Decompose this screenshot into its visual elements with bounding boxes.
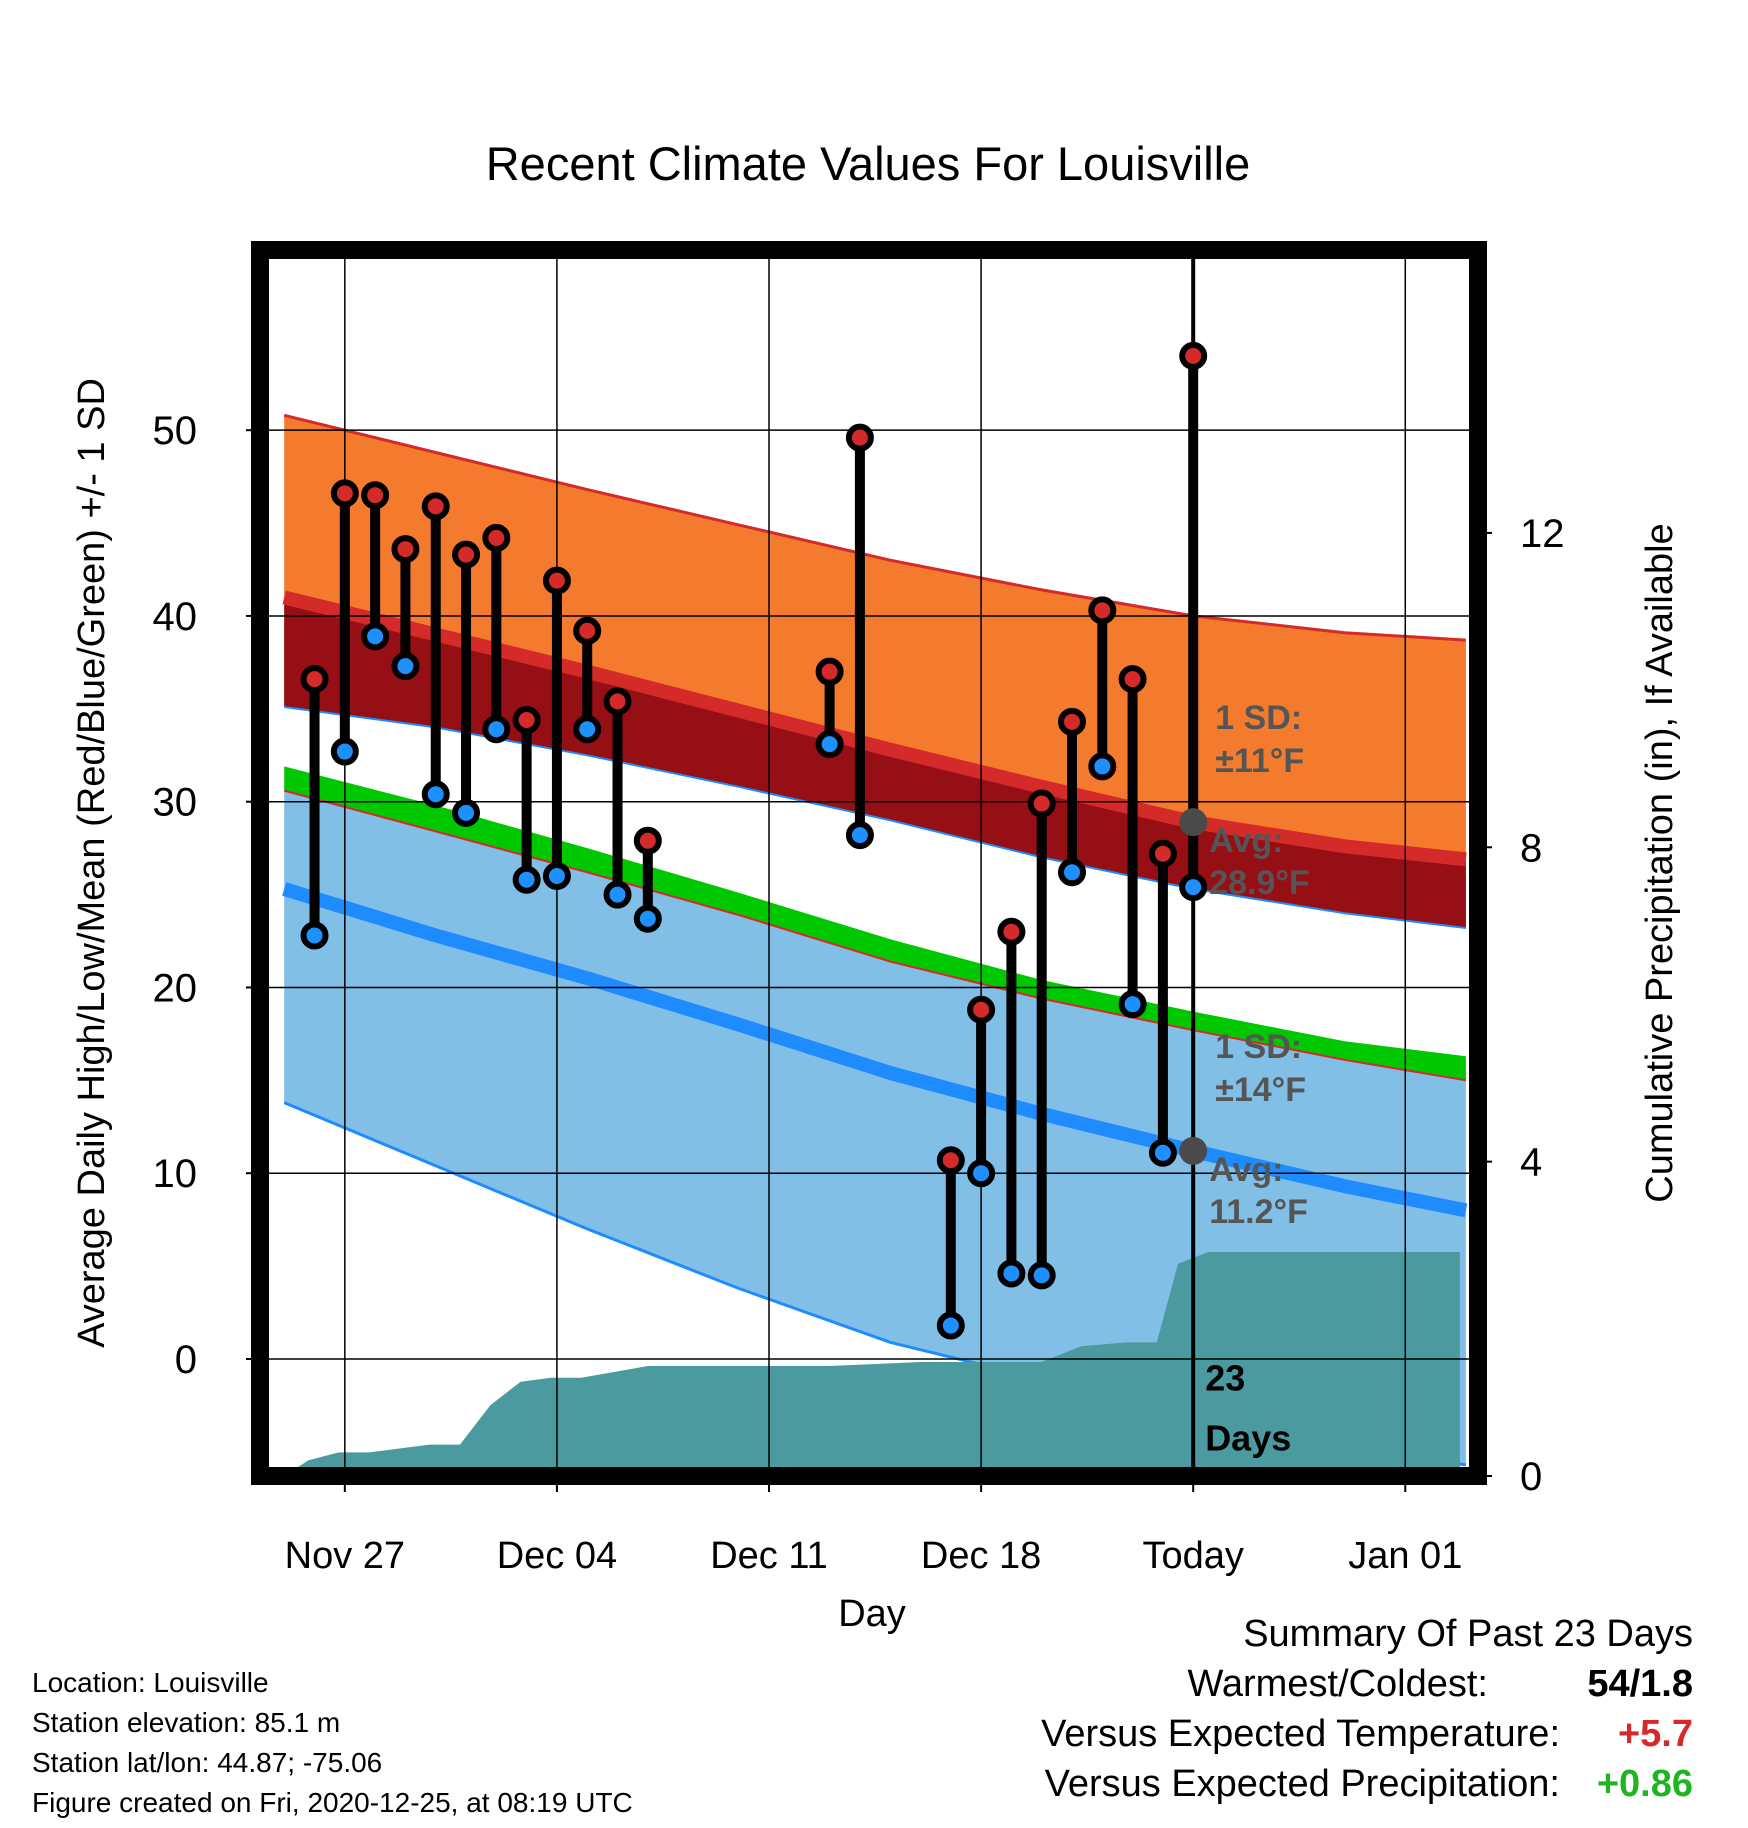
daily-high-point	[936, 1146, 965, 1175]
days-count-label: 23	[1205, 1357, 1245, 1398]
daily-low-point	[512, 865, 541, 894]
daily-low-point	[361, 622, 390, 651]
daily-low-point	[967, 1159, 996, 1188]
daily-high-point	[997, 917, 1026, 946]
daily-low-point	[603, 880, 632, 909]
avg-marker	[1179, 1136, 1208, 1165]
daily-high-point	[361, 481, 390, 510]
sd-value-label: ±11°F	[1215, 742, 1304, 780]
daily-high-point	[603, 687, 632, 716]
daily-low-point	[1058, 858, 1086, 887]
avg-value-label: 11.2°F	[1209, 1193, 1308, 1231]
mean-lower-line	[283, 789, 1467, 1082]
avg-marker	[1179, 808, 1208, 837]
summary-label-precip: Versus Expected Precipitation:	[1044, 1763, 1560, 1805]
days-word-label: Days	[1205, 1417, 1291, 1458]
daily-low-point	[391, 652, 420, 681]
daily-low-point	[421, 780, 450, 809]
daily-high-point	[512, 705, 541, 734]
chart-title: Recent Climate Values For Louisville	[486, 137, 1251, 190]
y-axis-label: Average Daily High/Low/Mean (Red/Blue/Gr…	[71, 378, 113, 1348]
created-line: Figure created on Fri, 2020-12-25, at 08…	[32, 1787, 633, 1818]
x-tick-label: Today	[1142, 1535, 1243, 1577]
x-tick-label: Nov 27	[285, 1535, 405, 1577]
daily-high-point	[1179, 341, 1208, 370]
daily-high-point	[542, 566, 571, 595]
daily-high-point	[845, 423, 874, 452]
y-tick-label: 0	[175, 1338, 197, 1382]
x-tick-label: Dec 18	[921, 1535, 1041, 1577]
location-line: Location: Louisville	[32, 1667, 269, 1698]
summary-title: Summary Of Past 23 Days	[1243, 1613, 1693, 1655]
y-tick-label: 20	[153, 966, 198, 1010]
x-tick-label: Dec 04	[497, 1535, 617, 1577]
plot-frame	[251, 241, 1487, 1485]
summary-value-temp: +5.7	[1617, 1713, 1693, 1755]
latlon-line: Station lat/lon: 44.87; -75.06	[32, 1747, 383, 1778]
y2-tick-label: 0	[1520, 1455, 1542, 1499]
daily-high-point	[330, 479, 359, 508]
avg-value-label: 28.9°F	[1209, 864, 1310, 902]
daily-high-point	[1058, 707, 1086, 736]
daily-high-point	[421, 492, 450, 521]
high-sd-band	[284, 415, 1466, 928]
precip-area	[284, 1252, 1460, 1476]
x-tick-label: Dec 11	[710, 1535, 828, 1577]
daily-low-point	[1179, 873, 1208, 902]
x-tick-label: Jan 01	[1348, 1535, 1462, 1577]
daily-low-point	[542, 862, 571, 891]
daily-high-point	[967, 995, 996, 1024]
daily-low-point	[1027, 1261, 1056, 1290]
y-tick-label: 40	[153, 595, 198, 639]
high-mean-line	[282, 590, 1467, 867]
y-tick-label: 50	[153, 409, 198, 453]
x-axis-label: Day	[838, 1593, 906, 1635]
daily-low-point	[997, 1259, 1026, 1288]
location-info: Location: Louisville Station elevation: …	[32, 1663, 633, 1823]
daily-high-point	[573, 616, 602, 645]
daily-high-point	[482, 523, 511, 552]
daily-high-point	[1118, 665, 1147, 694]
summary-value-warmest: 54/1.8	[1587, 1663, 1693, 1705]
mean-band	[284, 766, 1466, 1081]
daily-high-point	[1148, 839, 1177, 868]
y2-tick-label: 4	[1520, 1141, 1542, 1185]
sd-title-label: 1 SD:	[1215, 699, 1302, 737]
daily-low-point	[1118, 990, 1147, 1019]
daily-low-point	[936, 1311, 965, 1340]
avg-title-label: Avg:	[1209, 822, 1283, 860]
high-upper-line	[283, 413, 1466, 642]
daily-low-point	[1088, 752, 1117, 781]
summary-label-temp: Versus Expected Temperature:	[1041, 1713, 1560, 1755]
sd-value-label: ±14°F	[1215, 1071, 1306, 1109]
daily-low-point	[482, 715, 511, 744]
daily-low-point	[815, 730, 844, 759]
elevation-line: Station elevation: 85.1 m	[32, 1707, 341, 1738]
daily-high-point	[300, 665, 329, 694]
sd-title-label: 1 SD:	[1215, 1028, 1302, 1066]
y2-tick-label: 8	[1520, 826, 1542, 870]
y2-axis-label: Cumulative Precipitation (in), If Availa…	[1639, 523, 1681, 1202]
daily-high-point	[1088, 596, 1117, 625]
daily-high-point	[815, 657, 844, 686]
y-tick-label: 10	[153, 1152, 198, 1196]
summary-label-warmest: Warmest/Coldest:	[1187, 1663, 1488, 1705]
y-tick-label: 30	[153, 781, 198, 825]
low-mean-line	[282, 882, 1468, 1218]
daily-low-point	[573, 715, 602, 744]
daily-low-point	[1148, 1138, 1177, 1167]
daily-high-point	[391, 535, 420, 564]
summary-value-precip: +0.86	[1596, 1763, 1693, 1805]
avg-title-label: Avg:	[1209, 1151, 1283, 1189]
daily-low-point	[845, 821, 874, 850]
daily-low-point	[300, 921, 329, 950]
daily-low-point	[633, 904, 662, 933]
daily-low-point	[452, 798, 481, 827]
daily-high-point	[633, 826, 662, 855]
y2-tick-label: 12	[1520, 512, 1565, 556]
daily-low-point	[330, 737, 359, 766]
daily-high-point	[1027, 789, 1056, 818]
daily-high-point	[452, 540, 481, 569]
